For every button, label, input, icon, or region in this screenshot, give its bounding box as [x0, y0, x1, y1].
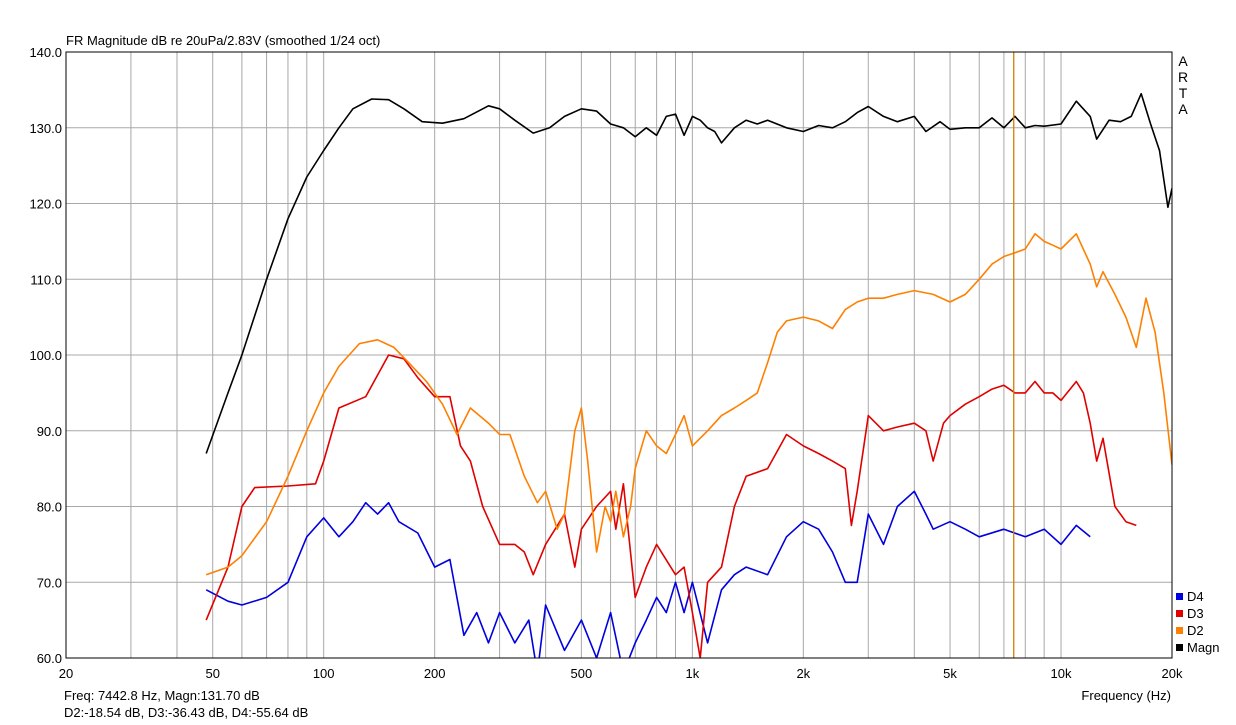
y-tick-label: 80.0	[37, 500, 62, 515]
y-tick-label: 60.0	[37, 651, 62, 666]
x-tick-label: 10k	[1051, 666, 1072, 681]
legend-swatch-d4	[1176, 593, 1183, 600]
side-label-letter: A	[1178, 53, 1188, 69]
x-tick-label: 20k	[1162, 666, 1183, 681]
y-tick-labels: 60.0 70.0 80.0 90.0 100.0 110.0 120.0 130.0 140.…	[29, 45, 62, 666]
y-tick-label: 130.0	[29, 121, 62, 136]
legend: D4 D3 D2 Magn	[1176, 589, 1220, 655]
series-curves	[205, 92, 1172, 658]
series-line-d4	[205, 490, 1091, 658]
x-tick-label: 20	[59, 666, 73, 681]
x-tick-label: 50	[205, 666, 219, 681]
legend-label-d3: D3	[1187, 606, 1204, 621]
x-axis-label: Frequency (Hz)	[1081, 688, 1171, 703]
y-tick-label: 110.0	[30, 272, 62, 287]
x-tick-label: 1k	[685, 666, 699, 681]
y-tick-label: 90.0	[37, 424, 62, 439]
x-tick-label: 500	[571, 666, 593, 681]
x-tick-label: 5k	[943, 666, 957, 681]
y-tick-label: 100.0	[29, 348, 62, 363]
x-tick-labels: 20 50 100 200 500 1k 2k 5k 10k 20k	[59, 666, 1183, 681]
x-tick-label: 2k	[796, 666, 810, 681]
legend-swatch-magn	[1176, 644, 1183, 651]
legend-label-d4: D4	[1187, 589, 1204, 604]
x-tick-label: 200	[424, 666, 446, 681]
cursor-readout-differences: D2:-18.54 dB, D3:-36.43 dB, D4:-55.64 dB	[64, 705, 309, 720]
plot-frame	[65, 51, 1173, 659]
side-label-letter: A	[1178, 101, 1188, 117]
series-line-d2	[205, 233, 1172, 576]
cursor-readout-frequency: Freq: 7442.8 Hz, Magn:131.70 dB	[64, 688, 260, 703]
y-tick-label: 70.0	[37, 575, 62, 590]
side-label-letter: T	[1179, 85, 1188, 101]
y-tick-label: 120.0	[29, 197, 62, 212]
series-line-magn	[205, 92, 1172, 454]
legend-label-magn: Magn	[1187, 640, 1220, 655]
legend-swatch-d2	[1176, 627, 1183, 634]
x-tick-label: 100	[313, 666, 335, 681]
legend-swatch-d3	[1176, 610, 1183, 617]
chart-title: FR Magnitude dB re 20uPa/2.83V (smoothed…	[66, 33, 380, 48]
legend-label-d2: D2	[1187, 623, 1204, 638]
grid-lines	[66, 52, 1172, 658]
y-tick-label: 140.0	[29, 45, 62, 60]
side-label-letter: R	[1178, 69, 1188, 85]
